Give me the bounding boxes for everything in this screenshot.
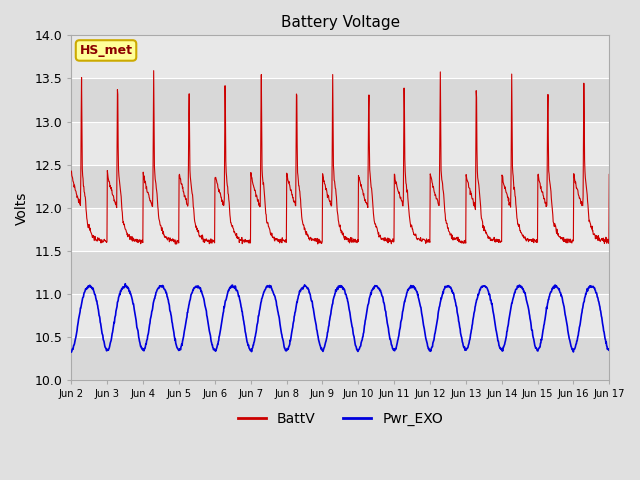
Bar: [72, 165, 609, 208]
Bar: [72, 337, 609, 380]
Bar: [72, 251, 609, 294]
Title: Battery Voltage: Battery Voltage: [281, 15, 400, 30]
Bar: [72, 36, 609, 78]
Legend: BattV, Pwr_EXO: BattV, Pwr_EXO: [232, 407, 449, 432]
Bar: [72, 208, 609, 251]
Text: HS_met: HS_met: [79, 44, 132, 57]
Y-axis label: Volts: Volts: [15, 191, 29, 225]
Bar: [72, 78, 609, 121]
Bar: [72, 121, 609, 165]
Bar: [72, 294, 609, 337]
